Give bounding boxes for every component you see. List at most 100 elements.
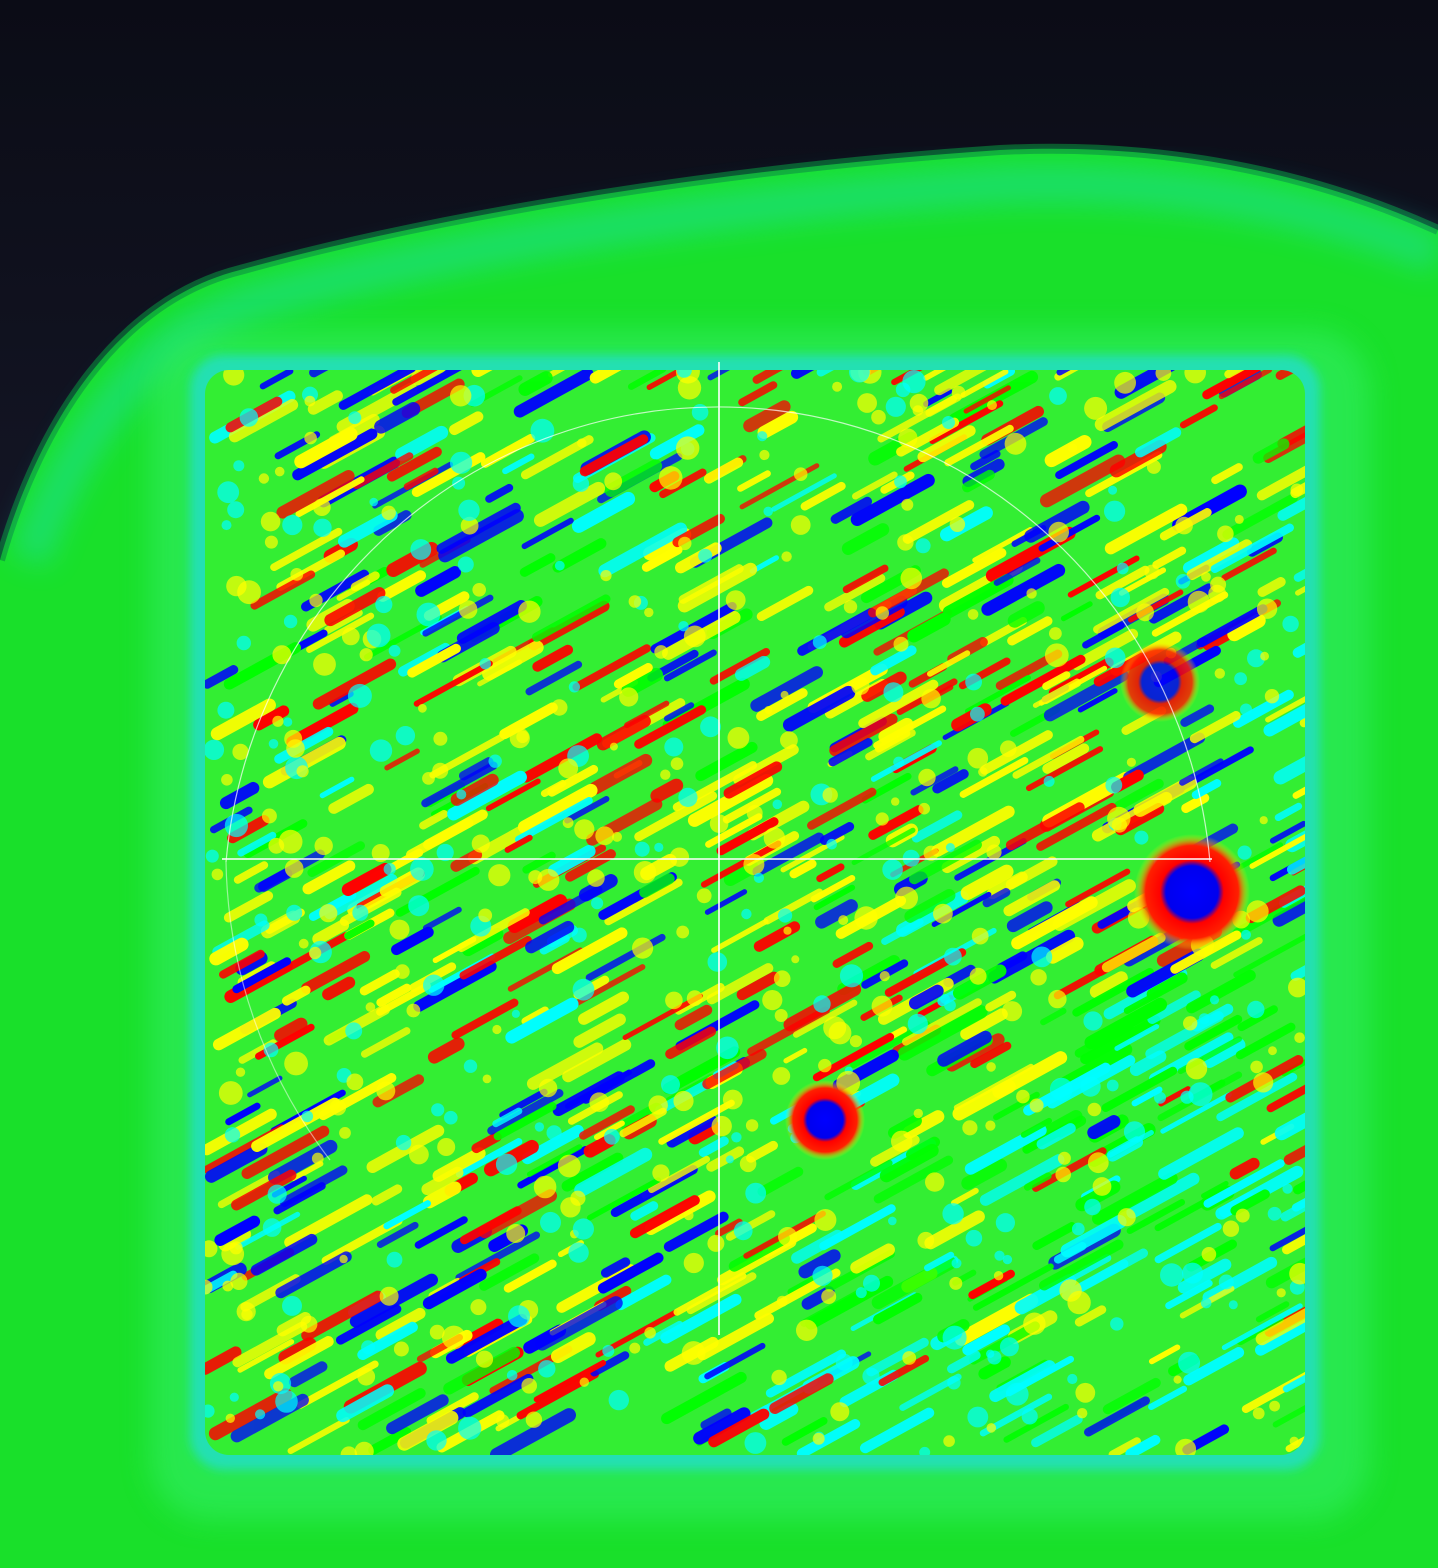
- texture-speckle: [1253, 1072, 1274, 1093]
- texture-stroke: [596, 715, 651, 751]
- texture-stroke: [1080, 1015, 1161, 1065]
- texture-speckle: [999, 1337, 1019, 1357]
- texture-stroke: [1000, 654, 1086, 706]
- texture-stroke: [231, 1169, 297, 1211]
- texture-stroke: [781, 1416, 828, 1446]
- texture-speckle: [273, 1381, 284, 1392]
- texture-stroke: [979, 730, 1053, 775]
- texture-speckle: [1077, 1408, 1088, 1419]
- texture-speckle: [1154, 1091, 1166, 1104]
- texture-stroke: [865, 729, 916, 761]
- texture-speckle: [341, 627, 360, 646]
- texture-stroke: [1266, 1078, 1305, 1113]
- texture-speckle: [568, 1242, 589, 1263]
- texture-stroke: [521, 517, 574, 550]
- texture-stroke: [750, 666, 824, 712]
- texture-speckle: [308, 946, 322, 960]
- texture-speckle: [986, 1062, 996, 1072]
- texture-stroke: [1227, 613, 1266, 642]
- texture-speckle: [1276, 1288, 1286, 1298]
- texture-stroke: [941, 548, 1007, 588]
- texture-speckle: [395, 726, 416, 746]
- texture-stroke: [377, 570, 427, 602]
- texture-stroke: [479, 1253, 540, 1291]
- texture-speckle: [1267, 1206, 1282, 1221]
- texture-speckle: [1048, 989, 1067, 1009]
- texture-stroke: [746, 1140, 778, 1163]
- texture-speckle: [1241, 929, 1251, 940]
- texture-speckle: [843, 600, 858, 614]
- texture-stroke: [686, 1272, 757, 1315]
- texture-speckle: [1198, 1013, 1210, 1025]
- texture-stroke: [1044, 435, 1092, 468]
- texture-speckle: [783, 926, 792, 935]
- texture-speckle: [918, 768, 936, 787]
- texture-stroke: [962, 1324, 1011, 1356]
- texture-speckle: [753, 872, 765, 884]
- texture-speckle: [746, 805, 763, 821]
- texture-speckle: [589, 1092, 609, 1112]
- texture-speckle: [232, 743, 249, 761]
- texture-stroke: [759, 1402, 799, 1430]
- texture-stroke: [700, 1408, 732, 1430]
- texture-speckle: [1023, 1312, 1046, 1335]
- texture-stroke: [985, 990, 1017, 1012]
- texture-stroke: [852, 471, 898, 500]
- texture-stroke: [981, 563, 1066, 616]
- texture-stroke: [902, 998, 982, 1046]
- texture-stroke: [352, 452, 414, 490]
- texture-stroke: [728, 1233, 790, 1272]
- texture-stroke: [1280, 1187, 1305, 1222]
- texture-stroke: [209, 937, 249, 966]
- texture-speckle: [683, 1210, 694, 1221]
- texture-speckle: [506, 1224, 526, 1243]
- texture-stroke: [375, 1307, 426, 1341]
- texture-speckle: [284, 859, 304, 878]
- texture-speckle: [1289, 1436, 1299, 1446]
- texture-stroke: [1235, 1022, 1296, 1060]
- texture-stroke: [1101, 1066, 1178, 1113]
- texture-stroke: [386, 446, 442, 482]
- texture-speckle: [496, 1414, 510, 1428]
- texture-stroke: [1201, 1180, 1229, 1199]
- texture-stroke: [1104, 503, 1188, 555]
- texture-speckle: [1029, 1098, 1044, 1113]
- texture-speckle: [949, 516, 966, 532]
- texture-speckle: [1049, 627, 1062, 640]
- texture-speckle: [670, 757, 684, 770]
- texture-stroke: [1165, 1279, 1213, 1310]
- texture-stroke: [878, 1354, 930, 1387]
- texture-stroke: [1102, 1377, 1161, 1415]
- hotspot-3: [1120, 642, 1200, 722]
- texture-speckle: [967, 747, 989, 769]
- texture-stroke: [723, 761, 783, 799]
- texture-speckle: [994, 1250, 1005, 1261]
- texture-stroke: [1265, 676, 1305, 723]
- texture-speckle: [683, 1252, 704, 1274]
- texture-speckle: [986, 1423, 997, 1433]
- texture-speckle: [1083, 1011, 1103, 1031]
- texture-speckle: [227, 501, 245, 519]
- texture-stroke: [279, 1165, 348, 1207]
- texture-speckle: [409, 1144, 429, 1165]
- texture-stroke: [1074, 1305, 1107, 1327]
- texture-stroke: [1286, 848, 1305, 875]
- texture-stroke: [941, 835, 1001, 874]
- texture-stroke: [225, 1102, 261, 1126]
- texture-speckle: [1218, 1274, 1234, 1290]
- texture-stroke: [1148, 1385, 1188, 1411]
- texture-stroke: [693, 1407, 751, 1445]
- texture-stroke: [1154, 1222, 1222, 1264]
- texture-stroke: [306, 612, 375, 653]
- texture-speckle: [813, 995, 831, 1013]
- texture-stroke: [1292, 774, 1305, 799]
- texture-speckle: [986, 844, 1002, 860]
- texture-speckle: [511, 1009, 520, 1018]
- texture-stroke: [1222, 493, 1298, 540]
- texture-speckle: [604, 472, 623, 491]
- texture-speckle: [822, 787, 838, 803]
- texture-speckle: [1155, 370, 1172, 382]
- texture-stroke: [717, 1236, 797, 1286]
